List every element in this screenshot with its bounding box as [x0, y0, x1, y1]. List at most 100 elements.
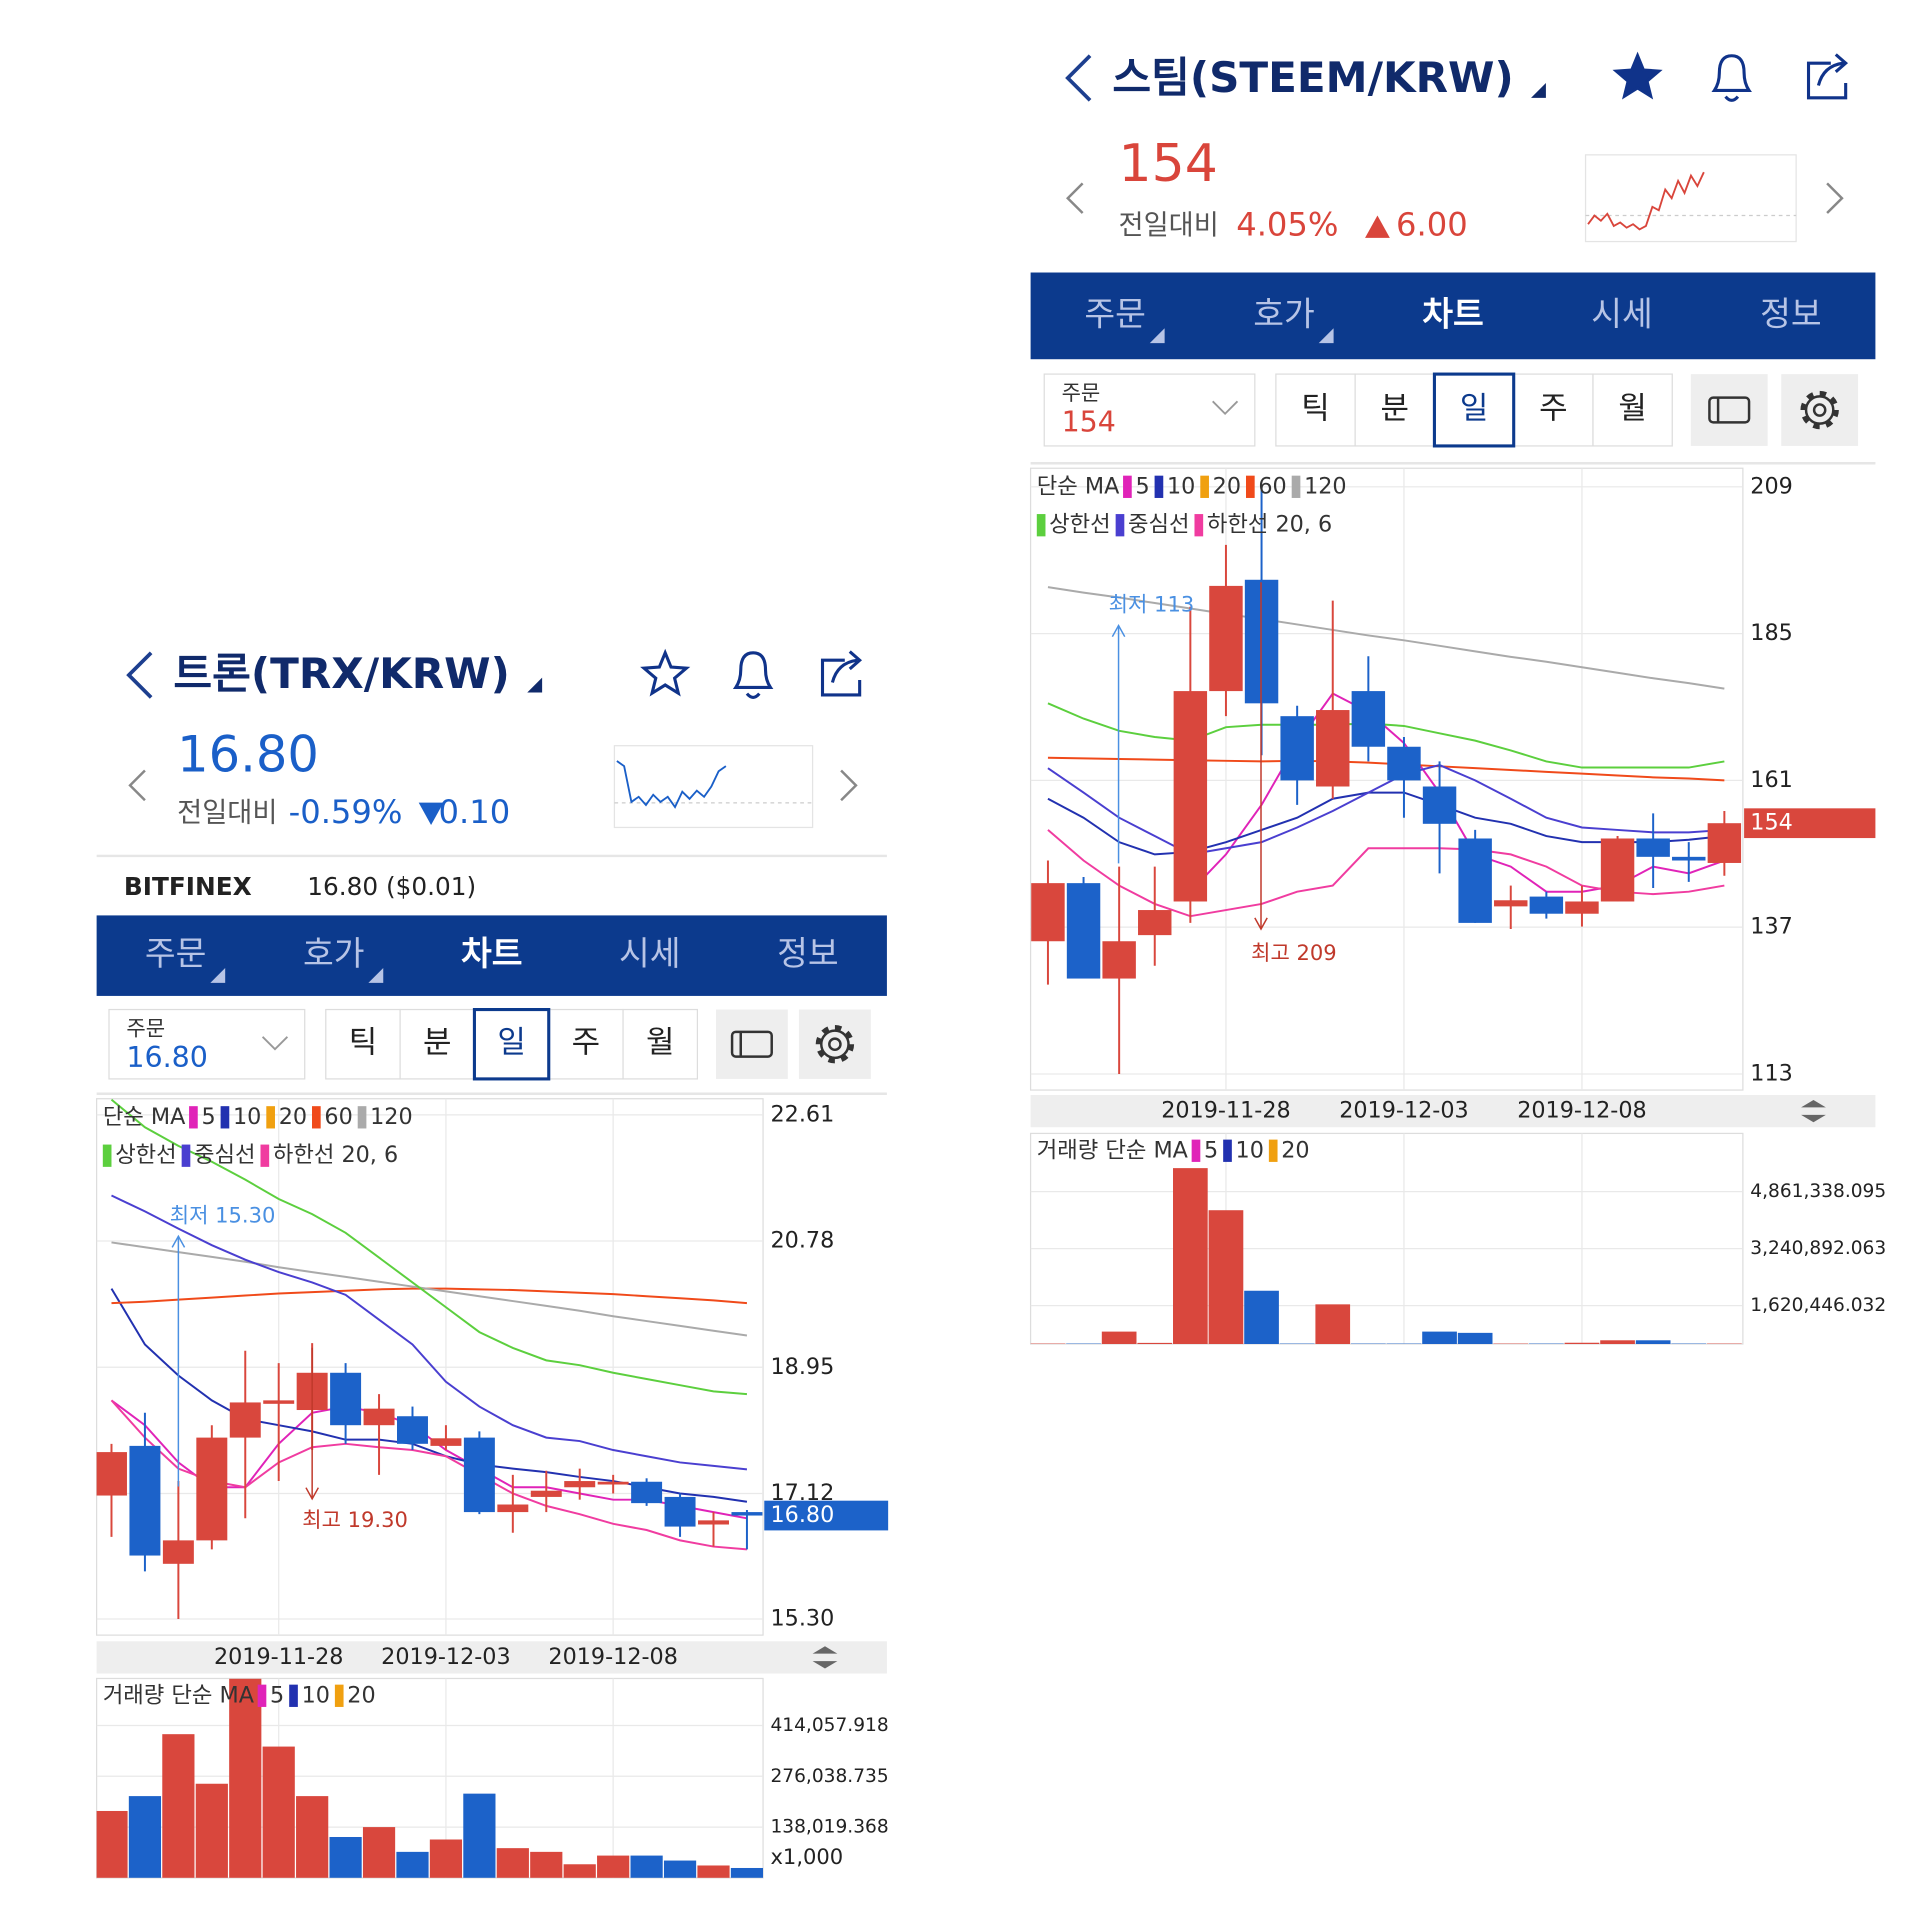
volume-plot — [96, 1678, 764, 1878]
y-tick-label: 15.30 — [770, 1605, 834, 1631]
candle-body — [1102, 941, 1136, 979]
tab[interactable]: 시세 — [1591, 294, 1653, 333]
period-label: 일 — [1460, 391, 1488, 427]
tab[interactable]: 정보 — [1760, 294, 1822, 333]
prev-button[interactable] — [1066, 182, 1084, 214]
resize-handle[interactable] — [1801, 1099, 1826, 1123]
change-arrow — [1365, 215, 1390, 238]
legend-swatch — [1245, 475, 1255, 498]
tab[interactable]: 주문 — [1084, 294, 1146, 333]
high-annotation: 최고 19.30 — [302, 1507, 408, 1532]
volume-bar — [329, 1836, 362, 1878]
favorite-star[interactable] — [1612, 51, 1663, 100]
volume-bar — [1173, 1168, 1208, 1344]
candle-body — [162, 1540, 194, 1564]
resize-handle[interactable] — [812, 1646, 838, 1669]
y-tick-label: 276,038.735 — [770, 1766, 888, 1787]
title-dropdown[interactable] — [527, 677, 543, 693]
next-button[interactable] — [1826, 182, 1844, 214]
legend-swatch — [357, 1106, 367, 1129]
change-percent: 4.05% — [1236, 206, 1338, 244]
y-tick-label: 18.95 — [770, 1354, 834, 1380]
volume-bar — [1315, 1304, 1351, 1344]
legend-item: 10 — [1167, 473, 1195, 499]
period-label: 틱 — [1301, 391, 1329, 427]
gear-hole — [1812, 403, 1827, 417]
period-button[interactable] — [1275, 373, 1356, 447]
candle-body — [1672, 856, 1706, 861]
title-dropdown[interactable] — [1531, 82, 1546, 98]
back-button[interactable] — [1065, 54, 1092, 102]
candle-body — [1138, 910, 1172, 936]
candle-body — [1458, 838, 1492, 923]
volume-bar — [663, 1860, 697, 1878]
candle-body — [463, 1437, 495, 1513]
alarm-bell[interactable] — [732, 651, 774, 699]
candle-body — [1316, 710, 1350, 787]
legend-item: 중심선 — [1128, 512, 1190, 538]
high-annotation: 최고 209 — [1251, 940, 1337, 965]
tab[interactable]: 주문 — [145, 934, 207, 973]
low-arrow-head — [1111, 624, 1126, 638]
legend-swatch — [257, 1684, 267, 1707]
sparkline — [1587, 171, 1705, 231]
legend-swatch — [1154, 475, 1164, 498]
order-price: 16.80 — [126, 1041, 208, 1074]
volume-bar — [463, 1793, 496, 1878]
indicator-line — [1047, 586, 1725, 690]
tab[interactable]: 정보 — [777, 934, 839, 973]
order-select[interactable] — [108, 1008, 306, 1080]
legend-item: 중심선 — [194, 1142, 256, 1168]
legend-swatch — [266, 1106, 275, 1129]
tab[interactable]: 호가 — [1253, 294, 1315, 333]
tab[interactable]: 차트 — [1422, 294, 1484, 333]
volume-frame — [1029, 1132, 1744, 1345]
period-button[interactable] — [1354, 373, 1436, 447]
tab[interactable]: 차트 — [461, 934, 523, 973]
favorite-star[interactable] — [640, 648, 691, 697]
alarm-bell[interactable] — [1711, 54, 1752, 102]
period-button[interactable] — [622, 1008, 699, 1080]
tab[interactable]: 호가 — [303, 934, 365, 973]
high-arrow-head — [305, 1487, 319, 1501]
period-button[interactable] — [548, 1008, 624, 1080]
back-button[interactable] — [126, 651, 153, 699]
legend-swatch — [1200, 475, 1209, 498]
period-button[interactable] — [325, 1008, 401, 1080]
share-button[interactable] — [820, 650, 863, 697]
change-arrow — [418, 802, 444, 825]
volume-bar — [429, 1839, 463, 1878]
candle-body — [1529, 896, 1564, 914]
candle-body — [196, 1437, 228, 1541]
gear-ring — [820, 1029, 850, 1060]
tab-corner — [1318, 328, 1334, 344]
indicator-line — [1047, 702, 1725, 769]
next-button[interactable] — [840, 769, 858, 802]
share-button[interactable] — [1806, 53, 1849, 100]
sparkline-box — [1584, 154, 1797, 243]
order-select[interactable] — [1043, 373, 1256, 447]
candle-body — [664, 1496, 696, 1527]
layout-button[interactable] — [715, 1009, 788, 1079]
x-tick-label: 2019-12-03 — [1339, 1098, 1469, 1124]
volume-bar — [128, 1796, 162, 1878]
y-tick-label: 138,019.368 — [770, 1817, 888, 1838]
layout-button[interactable] — [1690, 374, 1768, 446]
screen-title: 스팀(STEEM/KRW) — [1112, 53, 1513, 102]
legend-swatch — [334, 1684, 344, 1707]
date-strip — [1030, 1095, 1876, 1128]
y-tick-label: 137 — [1750, 914, 1793, 940]
period-button[interactable] — [473, 1008, 550, 1080]
prev-button[interactable] — [128, 769, 146, 802]
low-annotation: 최저 15.30 — [170, 1202, 276, 1227]
tab[interactable]: 시세 — [619, 934, 681, 973]
candle-body — [698, 1520, 729, 1525]
period-button[interactable] — [1513, 373, 1594, 447]
gear-teeth — [815, 1025, 855, 1064]
candle-body — [229, 1402, 261, 1438]
period-button[interactable] — [1592, 373, 1673, 447]
candle-body — [597, 1481, 629, 1485]
indicator-line — [1189, 692, 1725, 893]
volume-bar — [496, 1848, 529, 1878]
